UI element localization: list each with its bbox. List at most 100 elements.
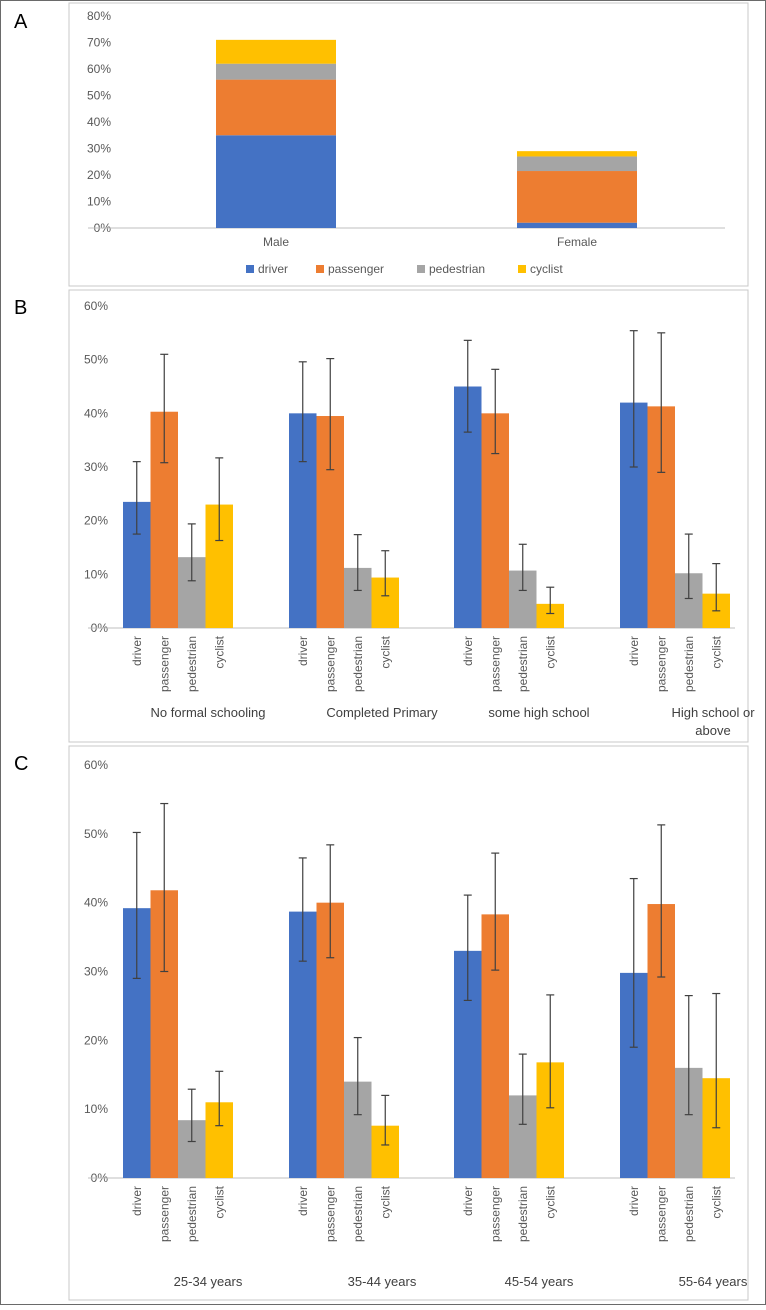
panel-c-bar-label-cyclist: cyclist xyxy=(378,1185,392,1218)
panel-a-bar-female-pedestrian xyxy=(517,156,637,172)
panel-a-legend-swatch-driver xyxy=(246,265,254,273)
panel-b-y-tick: 50% xyxy=(84,353,108,367)
panel-a-bar-female-cyclist xyxy=(517,151,637,157)
panel-c-bar-label-passenger: passenger xyxy=(323,1186,337,1242)
panel-b-bar-label-pedestrian: pedestrian xyxy=(682,636,696,692)
panel-b-bar-label-passenger: passenger xyxy=(157,636,171,692)
panel-a-bar-male-driver xyxy=(216,135,336,228)
panel-c-error-bar-passenger xyxy=(657,824,666,978)
panel-a-legend-label-cyclist: cyclist xyxy=(530,262,563,276)
panel-a-legend-label-driver: driver xyxy=(258,262,288,276)
panel-c-error-bar-passenger xyxy=(160,802,169,973)
panel-c-bar-label-cyclist: cyclist xyxy=(212,1185,226,1218)
panel-b-error-bar-cyclist xyxy=(546,586,555,615)
panel-b-bar-label-pedestrian: pedestrian xyxy=(351,636,365,692)
panel-b-error-bar-pedestrian xyxy=(353,534,362,592)
panel-b-error-bar-passenger xyxy=(491,368,500,455)
panel-c-error-bar-driver xyxy=(629,877,638,1048)
panel-b-error-bar-driver xyxy=(132,461,141,535)
panel-b-bar-label-passenger: passenger xyxy=(323,636,337,692)
panel-c-error-bar-pedestrian xyxy=(518,1053,527,1125)
panel-c-frame xyxy=(68,745,749,1301)
panel-a-bar-male-pedestrian xyxy=(216,63,336,80)
panel-b-group-label: High school or xyxy=(671,705,755,720)
panel-c-y-tick: 40% xyxy=(84,896,108,910)
panel-b-group-label: Completed Primary xyxy=(326,705,438,720)
panel-c-error-bar-cyclist xyxy=(546,994,555,1109)
panel-b-error-bar-passenger xyxy=(160,353,169,464)
panel-c-bar-label-cyclist: cyclist xyxy=(709,1185,723,1218)
panel-b-bar-label-driver: driver xyxy=(130,636,144,666)
panel-b-error-bar-driver xyxy=(463,339,472,433)
panel-b-y-tick: 40% xyxy=(84,406,108,420)
panel-a-bar-male-cyclist xyxy=(216,39,336,64)
panel-c-bar-label-driver: driver xyxy=(461,1186,475,1216)
panel-c-bar-label-passenger: passenger xyxy=(157,1186,171,1242)
panel-c-error-bar-cyclist xyxy=(381,1094,390,1146)
panel-b-y-tick: 10% xyxy=(84,567,108,581)
panel-a-chart: 0%10%20%30%40%50%60%70%80%Male Femaledriv… xyxy=(87,9,725,276)
panel-c-group-label: 25-34 years xyxy=(174,1274,243,1289)
panel-c-error-bar-pedestrian xyxy=(684,994,693,1116)
panel-b-group-label: above xyxy=(695,723,730,738)
panel-b-bar-label-passenger: passenger xyxy=(654,636,668,692)
panel-c-bar-label-pedestrian: pedestrian xyxy=(185,1186,199,1242)
panel-a-y-tick: 10% xyxy=(87,195,111,209)
panel-c-y-tick: 30% xyxy=(84,965,108,979)
panel-c-error-bar-driver xyxy=(463,894,472,1002)
panel-c-chart: 0%10%20%30%40%50%60%driver passenger pedes… xyxy=(84,758,748,1289)
panel-b-bar-label-pedestrian: pedestrian xyxy=(516,636,530,692)
panel-c-error-bar-passenger xyxy=(491,852,500,971)
panel-c-bar-label-driver: driver xyxy=(296,1186,310,1216)
panel-c-bar-label-driver: driver xyxy=(130,1186,144,1216)
panel-b-y-tick: 60% xyxy=(84,299,108,313)
panel-a-legend-swatch-pedestrian xyxy=(417,265,425,273)
panel-a-y-tick: 30% xyxy=(87,142,111,156)
panel-b-error-bar-passenger xyxy=(657,332,666,473)
panel-b-error-bar-pedestrian xyxy=(187,523,196,582)
panel-b-y-tick: 20% xyxy=(84,514,108,528)
panel-a-y-tick: 60% xyxy=(87,62,111,76)
panel-label-b: B xyxy=(14,297,27,319)
panel-b-error-bar-passenger xyxy=(326,357,335,471)
panel-a-y-tick: 70% xyxy=(87,36,111,50)
panel-b-error-bar-driver xyxy=(298,361,307,463)
panel-b-bar-label-pedestrian: pedestrian xyxy=(185,636,199,692)
panel-c-error-bar-driver xyxy=(132,831,141,979)
panel-b-error-bar-cyclist xyxy=(381,550,390,597)
panel-c-group-label: 55-64 years xyxy=(679,1274,748,1289)
panel-c-bar-label-pedestrian: pedestrian xyxy=(682,1186,696,1242)
panel-b-bar-label-cyclist: cyclist xyxy=(378,635,392,668)
panel-a-legend-label-pedestrian: pedestrian xyxy=(429,262,485,276)
panel-c-error-bar-pedestrian xyxy=(187,1088,196,1143)
panel-a-legend-swatch-cyclist xyxy=(518,265,526,273)
panel-c-bar-label-passenger: passenger xyxy=(654,1186,668,1242)
panel-a-category-label: Male xyxy=(263,235,289,249)
panel-label-c: C xyxy=(14,753,28,775)
panel-c-error-bar-driver xyxy=(298,857,307,962)
panel-a: A 0%10%20%30%40%50%60%70%80%Male Femaledr… xyxy=(14,2,749,287)
panel-b-bar-label-driver: driver xyxy=(296,636,310,666)
panel-b-bar-label-driver: driver xyxy=(461,636,475,666)
panel-a-y-tick: 20% xyxy=(87,168,111,182)
panel-a-y-tick: 40% xyxy=(87,115,111,129)
panel-c-bar-label-driver: driver xyxy=(627,1186,641,1216)
panel-c-bar-label-pedestrian: pedestrian xyxy=(516,1186,530,1242)
panel-c-bar-label-pedestrian: pedestrian xyxy=(351,1186,365,1242)
panel-c-y-tick: 20% xyxy=(84,1033,108,1047)
panel-a-y-tick: 50% xyxy=(87,89,111,103)
panel-c-bar-label-passenger: passenger xyxy=(488,1186,502,1242)
panel-b-y-tick: 30% xyxy=(84,460,108,474)
panel-b-error-bar-pedestrian xyxy=(684,533,693,600)
panel-b-error-bar-cyclist xyxy=(215,457,224,542)
panel-b-group-label: some high school xyxy=(488,705,589,720)
panel-c-y-tick: 60% xyxy=(84,758,108,772)
panel-a-category-label: Female xyxy=(557,235,597,249)
panel-c-error-bar-passenger xyxy=(326,844,335,959)
panel-label-a: A xyxy=(14,11,28,33)
panel-c-bar-label-cyclist: cyclist xyxy=(543,1185,557,1218)
panel-c-error-bar-cyclist xyxy=(215,1070,224,1127)
panel-b-bar-label-cyclist: cyclist xyxy=(709,635,723,668)
panel-b-bar-label-cyclist: cyclist xyxy=(212,635,226,668)
